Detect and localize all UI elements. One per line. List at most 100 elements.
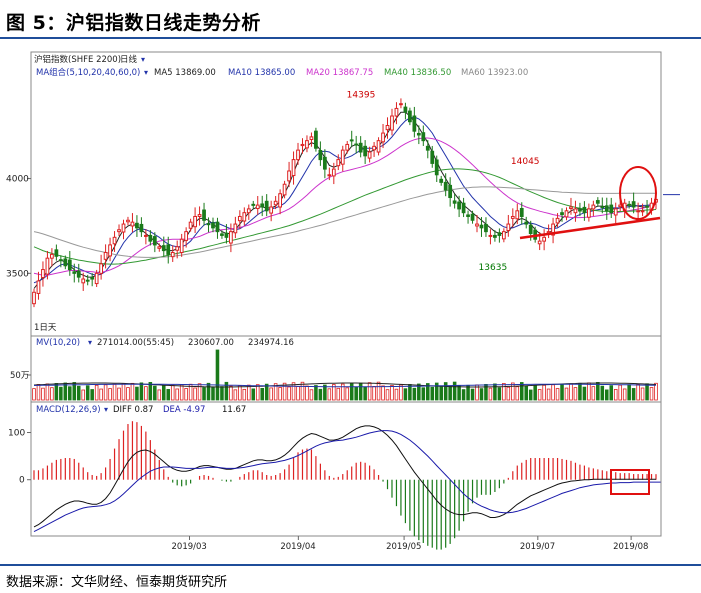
support-trendline xyxy=(519,216,661,240)
candle xyxy=(184,227,189,248)
volume-bar xyxy=(363,386,367,401)
candle xyxy=(609,197,614,218)
volume-bar xyxy=(452,381,457,401)
diff-legend: DIFF 0.87 xyxy=(113,405,153,415)
volume-bar xyxy=(197,383,202,401)
candle xyxy=(94,269,99,287)
volume-bar xyxy=(300,381,305,401)
candle xyxy=(358,136,363,158)
volume-bar xyxy=(461,389,466,401)
chevron-down-icon[interactable]: ▾ xyxy=(104,405,108,414)
candle xyxy=(640,203,645,217)
volume-bar xyxy=(318,388,323,401)
volume-bar xyxy=(179,384,184,401)
candle xyxy=(220,230,224,239)
candle xyxy=(58,255,63,268)
volume-bar xyxy=(403,388,408,401)
volume-bar xyxy=(470,388,475,401)
candle xyxy=(269,200,274,222)
volume-bar xyxy=(519,382,524,401)
volume-legend-2: 230607.00 xyxy=(188,338,234,348)
volume-bar xyxy=(287,386,291,401)
volume-bar xyxy=(224,381,229,401)
candle xyxy=(273,196,278,210)
candle xyxy=(600,197,605,214)
volume-bar xyxy=(108,388,112,401)
candle xyxy=(157,243,162,252)
volume-bar xyxy=(587,382,591,401)
candle xyxy=(470,210,475,224)
candle xyxy=(117,224,121,237)
candle xyxy=(519,202,524,225)
candle xyxy=(595,197,600,207)
volume-bar xyxy=(376,381,381,401)
volume-bar xyxy=(528,389,533,401)
chevron-down-icon[interactable]: ▾ xyxy=(88,338,92,347)
macd-legend: 11.67 xyxy=(222,405,246,415)
candle xyxy=(305,135,309,153)
chevron-down-icon[interactable]: ▾ xyxy=(141,55,145,64)
volume-bar xyxy=(426,383,430,401)
candle xyxy=(188,218,193,232)
candle xyxy=(175,240,180,259)
volume-bar xyxy=(354,386,358,401)
volume-bar xyxy=(417,383,421,401)
candle xyxy=(90,273,95,287)
y-tick-label: 4000 xyxy=(6,175,29,185)
volume-bar xyxy=(654,382,658,401)
volume-bar xyxy=(546,388,551,401)
volume-bar xyxy=(220,386,224,401)
candle xyxy=(309,132,314,147)
volume-bar xyxy=(349,383,354,401)
ma5-legend: MA5 13869.00 xyxy=(154,68,216,78)
candle xyxy=(327,167,332,181)
candle xyxy=(45,250,50,280)
candle xyxy=(416,125,421,145)
volume-bar xyxy=(36,383,41,401)
candle xyxy=(354,135,359,154)
candle xyxy=(85,274,90,286)
figure-title: 图 5：沪铝指数日线走势分析 xyxy=(6,12,261,34)
volume-bar xyxy=(439,386,443,401)
candle xyxy=(604,197,609,220)
candle xyxy=(314,127,318,152)
macd-tick-label: 0 xyxy=(19,476,25,486)
candle xyxy=(408,107,412,126)
volume-bar xyxy=(76,385,81,401)
candle xyxy=(126,216,130,226)
volume-bar xyxy=(421,387,426,401)
volume-bar xyxy=(260,387,264,401)
y-tick-label: 3500 xyxy=(6,269,29,279)
volume-bar xyxy=(68,386,72,401)
volume-bar xyxy=(215,349,220,401)
candle xyxy=(72,263,77,283)
volume-bar xyxy=(63,382,68,401)
candle xyxy=(439,175,444,186)
volume-bars xyxy=(27,349,658,401)
volume-bar xyxy=(484,383,488,401)
candle xyxy=(166,236,171,264)
chevron-down-icon[interactable]: ▾ xyxy=(144,68,148,77)
volume-bar xyxy=(394,388,399,401)
candle xyxy=(251,200,256,209)
volume-legend-1: 271014.00(55:45) xyxy=(97,338,174,348)
volume-bar xyxy=(448,385,452,401)
volume-bar xyxy=(144,386,148,401)
macd-indicator-label: MACD(12,26,9) xyxy=(36,405,101,415)
candle xyxy=(372,141,376,157)
volume-bar xyxy=(502,383,506,401)
volume-bar xyxy=(636,383,640,401)
macd-highlight-box xyxy=(610,469,650,495)
candle xyxy=(434,155,439,182)
volume-bar xyxy=(542,384,546,401)
volume-bar xyxy=(412,387,417,401)
candle xyxy=(488,229,493,245)
ma60-legend: MA60 13923.00 xyxy=(461,68,528,78)
candle xyxy=(103,244,108,269)
candle xyxy=(381,123,385,149)
volume-bar xyxy=(511,382,515,401)
volume-bar xyxy=(264,383,269,401)
candle xyxy=(233,216,238,239)
price-annotations: 14395 14045 13635 xyxy=(347,91,540,273)
candle xyxy=(296,142,300,165)
